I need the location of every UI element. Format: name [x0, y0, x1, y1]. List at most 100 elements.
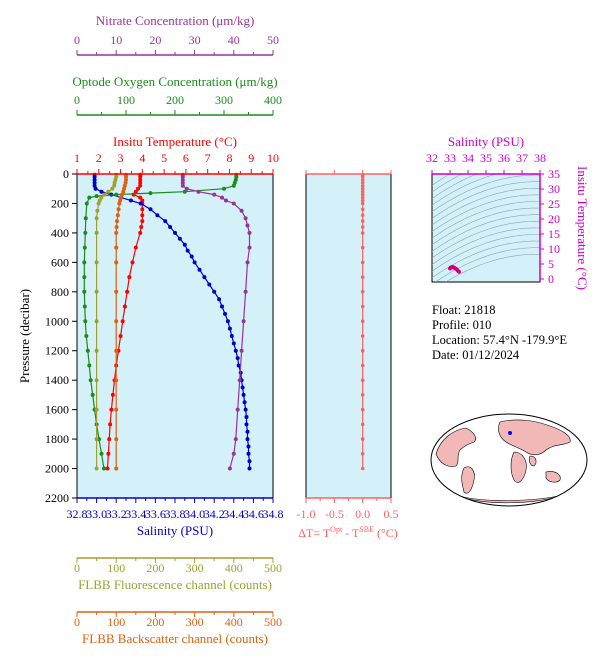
delta-t-point: [360, 245, 365, 250]
profile-number-text: Profile: 010: [432, 318, 492, 332]
ts-isopycnal: [432, 214, 540, 252]
salinity-point: [177, 236, 182, 241]
delta-t-point: [360, 184, 365, 188]
temperature-point: [133, 245, 138, 250]
delta-t-plot-area: [305, 173, 392, 499]
delta-t-point: [360, 207, 365, 212]
salinity-point: [242, 400, 247, 405]
nitrate-point: [196, 189, 201, 194]
oxygen-tick-label: 100: [117, 93, 135, 107]
ts-isopycnal: [432, 201, 540, 239]
salinity-point: [245, 429, 250, 434]
salinity-point: [138, 201, 143, 206]
temperature-point: [109, 407, 114, 412]
ts-isopycnal: [432, 221, 540, 259]
oxygen-point: [82, 245, 87, 250]
temperature-tick-label: 4: [139, 151, 145, 165]
fluorescence-point: [96, 201, 101, 206]
delta-t-point: [360, 348, 365, 353]
fluorescence-axis: 0 100 200 300 400 500: [74, 557, 282, 575]
salinity-point: [192, 260, 197, 265]
temperature-axis-title: Insitu Temperature (°C): [113, 134, 237, 149]
backscatter-point: [114, 466, 119, 471]
salinity-point: [231, 341, 236, 346]
nitrate-point: [243, 289, 248, 294]
ts-isopycnal: [445, 254, 540, 282]
delta-t-tick-label: 0.0: [355, 507, 370, 521]
salinity-point: [212, 289, 217, 294]
nitrate-point: [227, 466, 232, 471]
backscatter-point: [115, 213, 120, 218]
delta-t-tick-label: -0.5: [325, 507, 344, 521]
ts-isopycnal: [432, 181, 540, 219]
salinity-point: [227, 326, 232, 331]
oxygen-point: [148, 191, 153, 196]
ts-isopycnal: [432, 174, 478, 199]
nitrate-tick-label: 40: [228, 33, 240, 47]
ts-y-tick-label: 20: [548, 212, 560, 226]
delta-t-point: [360, 437, 365, 441]
temperature-tick-label: 8: [226, 151, 232, 165]
delta-t-point: [360, 290, 365, 294]
ts-x-tick-label: 37: [516, 151, 528, 165]
salinity-point: [155, 213, 160, 218]
ts-y-tick-label: 5: [548, 257, 554, 271]
oxygen-point: [82, 289, 87, 294]
oxygen-point: [83, 230, 88, 235]
backscatter-tick-label: 0: [74, 615, 80, 629]
ts-x-tick-label: 35: [480, 151, 492, 165]
temperature-point: [136, 186, 140, 191]
delta-t-point: [360, 181, 365, 185]
backscatter-point: [114, 289, 119, 294]
profile-series-layer: [82, 172, 252, 471]
oxygen-point: [83, 216, 88, 221]
salinity-point: [223, 311, 227, 316]
delta-t-point: [360, 213, 365, 217]
backscatter-point: [114, 407, 119, 412]
delta-t-point: [360, 260, 365, 265]
ts-y-tick-label: 0: [548, 272, 554, 286]
nitrate-tick-label: 0: [74, 33, 80, 47]
ts-isopycnal: [434, 247, 540, 282]
salinity-point: [245, 437, 250, 442]
temperature-point: [108, 422, 113, 427]
oxygen-point: [182, 189, 187, 194]
temperature-tick-label: 7: [205, 151, 211, 165]
temperature-point: [138, 195, 143, 200]
backscatter-point: [122, 186, 126, 191]
float-location-marker: [508, 431, 512, 435]
salinity-point: [202, 275, 207, 280]
backscatter-point: [120, 192, 125, 197]
delta-t-point: [360, 407, 365, 412]
salinity-tick-label: 34.8: [263, 507, 284, 521]
ts-isopycnal: [432, 188, 540, 226]
backscatter-point: [114, 260, 119, 265]
fluorescence-point: [95, 208, 100, 213]
nitrate-point: [231, 201, 236, 206]
nitrate-point: [245, 223, 250, 228]
fluorescence-tick-label: 400: [225, 561, 243, 575]
oxygen-point: [88, 378, 93, 383]
backscatter-point: [114, 378, 119, 383]
pressure-tick-label: 1800: [45, 432, 69, 446]
temperature-point: [140, 213, 145, 218]
oxygen-point: [82, 275, 87, 280]
salinity-point: [246, 444, 251, 449]
ts-temperature-axis-title: Insitu Temperature (°C): [575, 166, 590, 290]
delta-t-point: [360, 422, 365, 427]
temperature-axis: 1 2 3 4 5 6 7 8 9 10: [74, 151, 279, 175]
temperature-point: [122, 304, 127, 309]
delta-t-point: [360, 334, 365, 338]
temperature-point: [127, 275, 132, 280]
pressure-tick-label: 2000: [45, 462, 69, 476]
backscatter-point: [115, 219, 119, 224]
temperature-point: [140, 198, 145, 203]
oxygen-point: [231, 183, 236, 188]
fluorescence-point: [94, 230, 99, 235]
backscatter-tick-label: 500: [264, 615, 282, 629]
nitrate-axis: 0 10 20 30 40 50: [74, 33, 279, 56]
temperature-point: [130, 260, 135, 265]
salinity-point: [236, 363, 241, 368]
delta-t-axis: -1.0 -0.5 0.0 0.5: [297, 170, 399, 521]
